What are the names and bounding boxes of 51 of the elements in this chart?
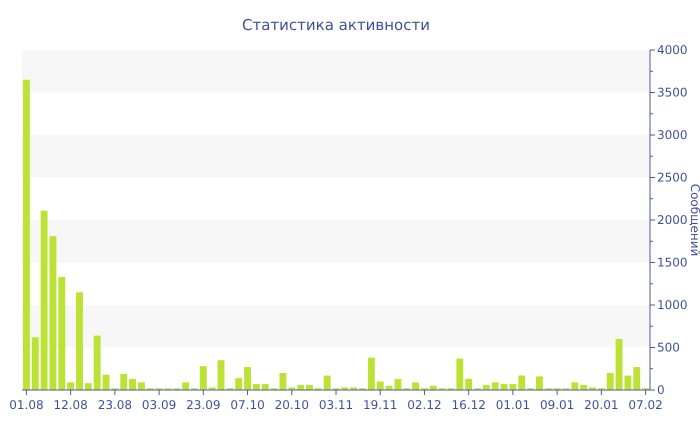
bar xyxy=(509,384,516,390)
y-axis-title: Сообщений xyxy=(688,184,700,256)
chart-title: Статистика активности xyxy=(242,16,430,34)
x-tick-label: 20.10 xyxy=(274,398,309,412)
y-tick-label: 3500 xyxy=(657,86,688,100)
bar xyxy=(279,373,286,390)
x-tick-label: 09.01 xyxy=(540,398,574,412)
x-tick-label: 19.11 xyxy=(363,398,398,412)
x-tick-label: 23.09 xyxy=(186,398,221,412)
bar xyxy=(32,337,39,390)
bar xyxy=(368,358,375,390)
bar xyxy=(138,382,145,390)
bar xyxy=(536,376,543,390)
bar xyxy=(252,384,260,390)
y-tick-label: 1500 xyxy=(657,256,688,270)
bar xyxy=(50,236,56,390)
x-tick-label: 12.08 xyxy=(53,398,88,412)
y-tick-label: 1000 xyxy=(657,298,688,312)
x-tick-label: 23.08 xyxy=(98,398,132,412)
bar xyxy=(129,378,136,390)
bar xyxy=(616,339,622,390)
bar xyxy=(624,376,632,390)
x-tick-label: 07.02 xyxy=(628,398,663,412)
bar xyxy=(76,292,83,390)
y-tick-label: 3000 xyxy=(657,128,688,142)
x-tick-label: 02.12 xyxy=(407,398,442,412)
bar xyxy=(120,374,128,390)
bar xyxy=(235,378,242,390)
bar xyxy=(218,360,224,390)
bar xyxy=(40,210,48,390)
y-tick-label: 2000 xyxy=(657,213,688,227)
bar xyxy=(244,367,251,390)
x-tick-label: 01.01 xyxy=(496,398,530,412)
x-tick-label: 16.12 xyxy=(451,398,486,412)
bar xyxy=(394,378,402,390)
x-tick-label: 03.09 xyxy=(142,398,176,412)
bar xyxy=(412,382,420,390)
bar xyxy=(102,374,110,390)
bar xyxy=(182,382,190,390)
y-tick-label: 0 xyxy=(657,383,665,397)
bar xyxy=(22,80,30,390)
bar xyxy=(633,367,640,390)
bar xyxy=(500,384,508,390)
y-tick-label: 500 xyxy=(657,340,680,354)
x-tick-label: 01.08 xyxy=(9,398,44,412)
x-tick-label: 20.01 xyxy=(584,398,619,412)
y-tick-label: 2500 xyxy=(657,170,688,184)
x-tick-label: 03.11 xyxy=(318,398,354,412)
x-tick-label: 07.10 xyxy=(230,398,265,412)
y-tick-label: 4000 xyxy=(657,43,688,57)
bar xyxy=(518,376,526,390)
